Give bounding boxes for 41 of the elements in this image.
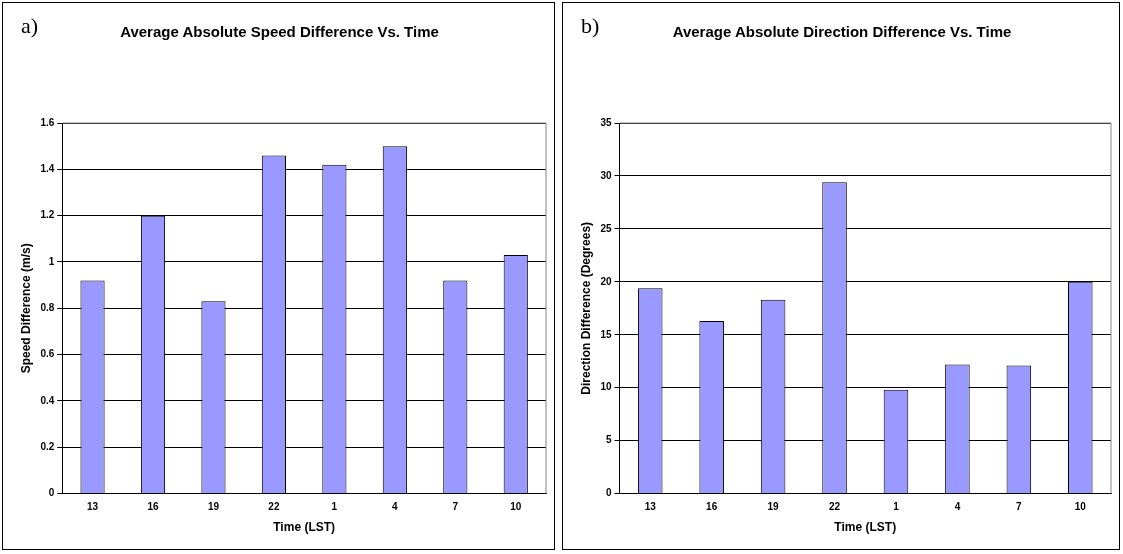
y-tick-label: 25: [600, 222, 612, 234]
x-tick-label: 19: [207, 501, 220, 513]
x-tick-label: 4: [392, 501, 399, 513]
x-tick-label: 1: [893, 501, 900, 513]
y-tick-label: 10: [600, 381, 612, 393]
x-tick-label: 7: [1016, 501, 1023, 513]
y-tick-label: 5: [605, 434, 612, 446]
chart-title: Average Absolute Speed Difference Vs. Time: [119, 22, 440, 42]
y-tick-label: 1.4: [40, 163, 55, 175]
x-tick-label: 4: [954, 501, 961, 513]
text: a): [21, 13, 39, 39]
chart-title: Average Absolute Direction Difference Vs. Time: [671, 22, 1013, 42]
x-axis-title: Time (LST): [273, 520, 336, 535]
x-axis-title: Time (LST): [834, 520, 897, 535]
y-tick-label: 0.6: [40, 348, 55, 360]
x-tick-label: 10: [510, 501, 522, 513]
y-tick-label: 0.2: [40, 441, 55, 453]
x-tick-label: 10: [1074, 501, 1087, 513]
y-tick-label: 0: [605, 487, 612, 499]
y-tick-label: 1.6: [40, 116, 55, 128]
y-tick-label: 0: [48, 487, 55, 499]
x-tick-label: 13: [86, 501, 99, 513]
x-tick-label: 16: [147, 501, 159, 513]
y-tick-label: 20: [600, 275, 612, 287]
y-tick-label: 1.2: [40, 209, 55, 221]
text: b): [581, 13, 600, 39]
x-tick-label: 13: [644, 501, 657, 513]
x-tick-label: 7: [452, 501, 459, 513]
y-tick-label: 35: [600, 116, 612, 128]
x-tick-label: 16: [706, 501, 718, 513]
x-tick-label: 1: [331, 501, 338, 513]
x-tick-label: 19: [767, 501, 780, 513]
y-tick-label: 15: [600, 328, 612, 340]
y-axis-title: Speed Difference (m/s): [18, 243, 33, 374]
x-tick-label: 22: [828, 501, 841, 513]
x-tick-label: 22: [268, 501, 280, 513]
y-tick-label: 30: [600, 169, 612, 181]
y-axis-title: Direction Difference (Degrees): [578, 221, 593, 395]
y-tick-label: 0.4: [40, 394, 55, 406]
y-tick-label: 0.8: [40, 302, 55, 314]
y-tick-label: 1: [48, 255, 55, 267]
